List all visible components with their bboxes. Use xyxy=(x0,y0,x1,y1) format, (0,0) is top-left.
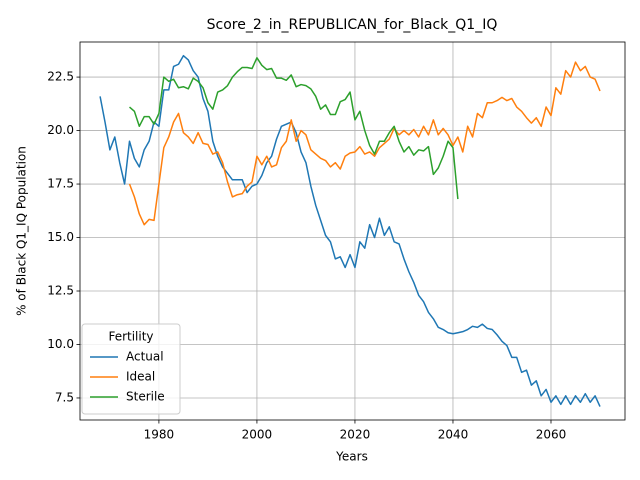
x-tick-label: 1980 xyxy=(144,428,175,442)
series-line xyxy=(129,57,459,200)
y-tick-label: 17.5 xyxy=(47,177,74,191)
chart-title: Score_2_in_REPUBLICAN_for_Black_Q1_IQ xyxy=(207,17,498,33)
legend-title: Fertility xyxy=(108,330,153,344)
legend-label: Sterile xyxy=(126,390,165,404)
y-tick-label: 7.5 xyxy=(55,390,74,404)
y-tick-label: 20.0 xyxy=(47,123,74,137)
x-tick-label: 2040 xyxy=(438,428,469,442)
y-axis-label: % of Black Q1_IQ Population xyxy=(15,146,29,316)
y-tick-label: 22.5 xyxy=(47,70,74,84)
x-tick-label: 2020 xyxy=(340,428,371,442)
legend-label: Actual xyxy=(126,350,164,364)
plot-frame xyxy=(79,41,626,421)
series-line xyxy=(128,61,601,226)
y-tick-label: 15.0 xyxy=(47,230,74,244)
x-tick-label: 2060 xyxy=(536,428,567,442)
y-tick-label: 12.5 xyxy=(47,284,74,298)
x-tick-label: 2000 xyxy=(242,428,273,442)
legend-label: Ideal xyxy=(126,370,155,384)
y-tick-label: 10.0 xyxy=(47,337,74,351)
legend: Fertility Actual Ideal Sterile xyxy=(81,323,181,415)
legend-box xyxy=(81,323,181,415)
series-line xyxy=(99,54,601,407)
x-axis-label: Years xyxy=(335,450,368,464)
